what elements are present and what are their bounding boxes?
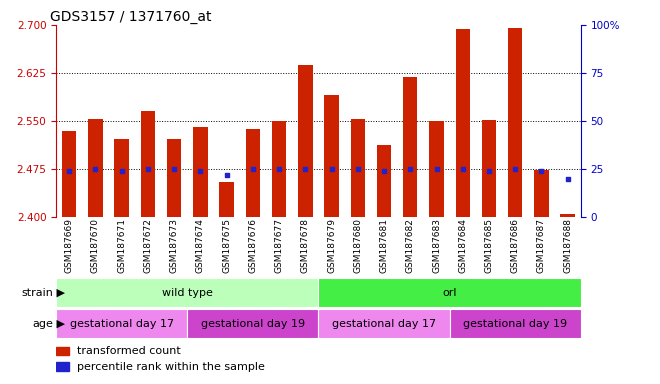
Bar xyxy=(56,362,69,371)
Bar xyxy=(141,111,155,217)
Bar xyxy=(449,309,581,338)
Point xyxy=(221,172,232,178)
Bar xyxy=(56,278,319,307)
Text: GSM187677: GSM187677 xyxy=(275,218,284,273)
Bar xyxy=(219,182,234,217)
Text: transformed count: transformed count xyxy=(77,346,181,356)
Point xyxy=(484,168,494,174)
Bar xyxy=(560,214,575,217)
Text: GSM187675: GSM187675 xyxy=(222,218,231,273)
Text: GSM187672: GSM187672 xyxy=(143,218,152,273)
Point xyxy=(379,168,389,174)
Text: GSM187678: GSM187678 xyxy=(301,218,310,273)
Bar xyxy=(187,309,319,338)
Text: gestational day 17: gestational day 17 xyxy=(332,318,436,329)
Text: ▶: ▶ xyxy=(53,318,65,329)
Text: GSM187682: GSM187682 xyxy=(406,218,414,273)
Point xyxy=(457,166,468,172)
Bar xyxy=(114,139,129,217)
Text: GSM187676: GSM187676 xyxy=(248,218,257,273)
Text: GSM187681: GSM187681 xyxy=(379,218,389,273)
Bar xyxy=(403,78,418,217)
Text: GSM187669: GSM187669 xyxy=(65,218,74,273)
Text: percentile rank within the sample: percentile rank within the sample xyxy=(77,362,265,372)
Text: GSM187684: GSM187684 xyxy=(458,218,467,273)
Bar xyxy=(167,139,182,217)
Bar xyxy=(318,309,449,338)
Text: GSM187688: GSM187688 xyxy=(563,218,572,273)
Bar xyxy=(508,28,523,217)
Point xyxy=(562,175,573,182)
Text: ▶: ▶ xyxy=(53,288,65,298)
Bar xyxy=(193,127,208,217)
Text: GSM187680: GSM187680 xyxy=(353,218,362,273)
Bar xyxy=(534,170,548,217)
Bar xyxy=(318,278,581,307)
Bar xyxy=(246,129,260,217)
Text: orl: orl xyxy=(442,288,457,298)
Text: gestational day 19: gestational day 19 xyxy=(201,318,305,329)
Point xyxy=(274,166,284,172)
Text: GSM187683: GSM187683 xyxy=(432,218,441,273)
Text: GSM187679: GSM187679 xyxy=(327,218,336,273)
Text: GDS3157 / 1371760_at: GDS3157 / 1371760_at xyxy=(50,10,211,23)
Point xyxy=(300,166,311,172)
Point xyxy=(116,168,127,174)
Point xyxy=(143,166,153,172)
Bar xyxy=(377,145,391,217)
Point xyxy=(90,166,101,172)
Bar xyxy=(429,121,444,217)
Point xyxy=(169,166,180,172)
Point xyxy=(431,166,442,172)
Bar xyxy=(56,309,187,338)
Point xyxy=(405,166,416,172)
Bar xyxy=(272,121,286,217)
Bar xyxy=(350,119,365,217)
Bar xyxy=(324,95,339,217)
Text: GSM187685: GSM187685 xyxy=(484,218,494,273)
Point xyxy=(326,166,337,172)
Text: GSM187673: GSM187673 xyxy=(170,218,179,273)
Text: GSM187674: GSM187674 xyxy=(196,218,205,273)
Point xyxy=(536,168,546,174)
Text: gestational day 17: gestational day 17 xyxy=(69,318,174,329)
Point xyxy=(248,166,258,172)
Text: GSM187670: GSM187670 xyxy=(91,218,100,273)
Bar xyxy=(88,119,103,217)
Point xyxy=(195,168,206,174)
Point xyxy=(510,166,521,172)
Point xyxy=(64,168,75,174)
Text: wild type: wild type xyxy=(162,288,213,298)
Bar xyxy=(482,120,496,217)
Text: GSM187671: GSM187671 xyxy=(117,218,126,273)
Text: strain: strain xyxy=(21,288,53,298)
Text: GSM187687: GSM187687 xyxy=(537,218,546,273)
Text: gestational day 19: gestational day 19 xyxy=(463,318,568,329)
Text: GSM187686: GSM187686 xyxy=(511,218,519,273)
Bar xyxy=(455,30,470,217)
Bar xyxy=(56,347,69,356)
Point xyxy=(352,166,363,172)
Bar xyxy=(62,131,77,217)
Text: age: age xyxy=(32,318,53,329)
Bar xyxy=(298,65,313,217)
